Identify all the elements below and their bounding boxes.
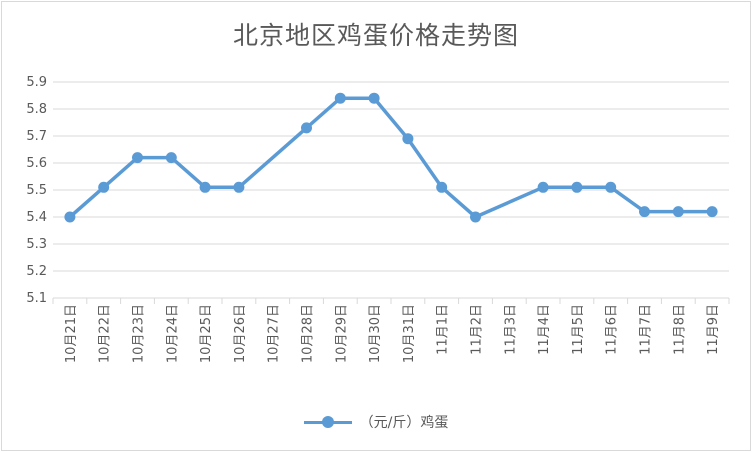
y-tick-label: 5.2 xyxy=(26,264,47,279)
series-layer xyxy=(64,92,718,223)
data-point xyxy=(165,152,177,164)
x-tick-label: 10月24日 xyxy=(165,304,180,363)
legend-swatch xyxy=(303,416,352,428)
x-axis-ticks: 10月21日 10月22日 10月23日 10月24日 10月25日 10月26日 10月2… xyxy=(64,304,721,363)
y-tick-label: 5.3 xyxy=(26,237,47,252)
data-point xyxy=(334,92,346,104)
y-tick-label: 5.5 xyxy=(26,183,47,198)
y-tick-label: 5.1 xyxy=(26,291,47,306)
x-tick-label: 11月8日 xyxy=(672,304,687,355)
x-tick-label: 11月2日 xyxy=(470,304,485,355)
data-point xyxy=(605,181,617,193)
chart-title: 北京地区鸡蛋价格走势图 xyxy=(232,21,519,50)
legend: （元/斤）鸡蛋 xyxy=(2,412,750,432)
series-line xyxy=(68,96,714,219)
data-point xyxy=(470,211,481,223)
y-tick-label: 5.9 xyxy=(26,75,47,90)
x-tick-label: 10月30日 xyxy=(368,304,383,363)
x-tick-label: 11月7日 xyxy=(639,304,654,355)
data-point xyxy=(199,181,211,193)
x-tick-label: 10月26日 xyxy=(233,304,248,363)
x-tick-label: 11月4日 xyxy=(537,304,552,355)
x-tick-label: 10月29日 xyxy=(334,304,349,363)
x-tick-label: 10月25日 xyxy=(199,304,214,363)
data-point xyxy=(301,122,312,134)
x-tick-label: 10月28日 xyxy=(301,304,316,363)
data-point xyxy=(98,181,110,193)
x-tick-label: 11月6日 xyxy=(605,304,620,355)
x-tick-label: 10月27日 xyxy=(267,304,282,363)
y-tick-label: 5.4 xyxy=(26,210,47,225)
data-point xyxy=(706,206,718,218)
data-point xyxy=(402,133,414,145)
x-tick-label: 10月23日 xyxy=(132,304,147,363)
y-tick-label: 5.8 xyxy=(26,102,47,117)
data-point xyxy=(537,181,549,193)
data-point xyxy=(639,206,650,218)
x-tick-label: 11月1日 xyxy=(436,304,451,355)
y-tick-label: 5.7 xyxy=(26,129,47,144)
x-tick-label: 10月22日 xyxy=(98,304,113,363)
x-tick-label: 11月9日 xyxy=(706,304,721,355)
data-point xyxy=(571,181,583,193)
x-tick-label: 10月31日 xyxy=(402,304,417,363)
data-point xyxy=(64,211,76,223)
y-axis-ticks: 5.1 5.2 5.3 5.4 5.5 5.6 5.7 5.8 5.9 xyxy=(26,75,47,306)
y-tick-label: 5.6 xyxy=(26,156,47,171)
data-point xyxy=(368,92,380,104)
x-tick-label: 11月3日 xyxy=(503,304,518,355)
gridlines xyxy=(53,81,729,272)
data-point xyxy=(436,181,448,193)
data-point xyxy=(672,206,684,218)
data-point xyxy=(233,181,245,193)
data-point xyxy=(132,152,143,164)
x-tick-label: 11月5日 xyxy=(571,304,586,355)
x-tick-label: 10月21日 xyxy=(64,304,79,363)
legend-label: （元/斤）鸡蛋 xyxy=(359,415,449,431)
x-axis xyxy=(52,297,730,304)
